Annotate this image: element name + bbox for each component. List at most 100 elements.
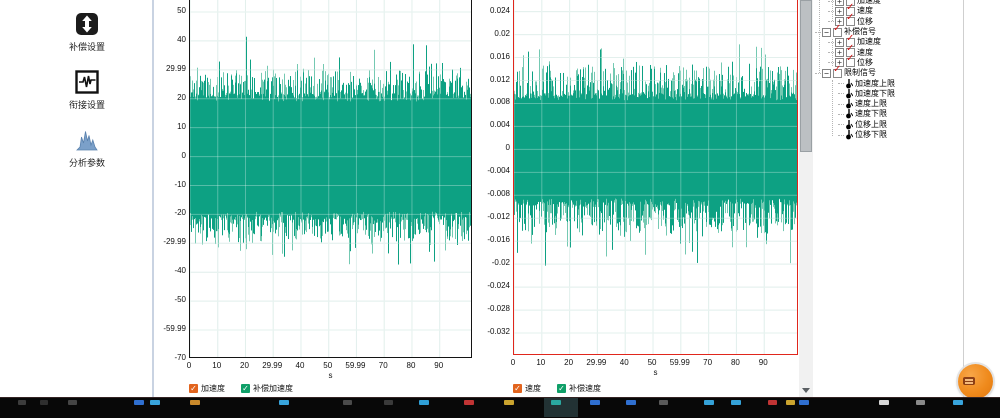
taskbar-app-icon[interactable] [504,400,514,405]
tree-checkbox[interactable]: ✓ [833,64,842,78]
tree-checkbox[interactable]: ✓ [846,44,855,58]
tree-connector [828,0,834,2]
tree-item-速度下限[interactable]: 速度下限 [813,109,963,119]
scrollbar-thumb[interactable] [800,0,812,152]
x-tick-label: 29.99 [586,358,607,367]
taskbar-app-icon[interactable] [799,400,809,405]
tree-item-加速度上限[interactable]: 加速度上限 [813,78,963,88]
tree-connector [828,21,834,23]
tree-checkbox[interactable]: ✓ [846,54,855,68]
acceleration-chart[interactable]: 50 40 29.99 20 10 0 -10 -20 -29.99 -40 -50 -59.99 -7… [154,0,474,397]
y-tick-label: -0.004 [487,166,510,176]
taskbar-app-icon[interactable] [384,400,393,405]
expand-toggle[interactable]: + [835,37,844,47]
legend-checkbox[interactable]: ✓ [557,384,566,393]
floating-assistant-ball[interactable] [958,364,993,399]
legend-label: 补偿速度 [569,384,601,393]
x-tick-label: 10 [212,361,222,370]
panel-separator [152,0,154,397]
tree-connector [828,10,834,12]
tree-item-位移上限[interactable]: 位移上限 [813,119,963,130]
tree-item-速度[interactable]: + ✓ 速度 [813,2,963,16]
linking-settings-button[interactable]: 衔接设置 [52,70,122,111]
x-tick-label: 90 [434,361,444,370]
x-tick-label: 90 [758,358,768,367]
taskbar-app-icon[interactable] [419,400,429,405]
expand-toggle[interactable]: + [835,58,844,68]
tree-item-加速度[interactable]: +✓加速度 [813,0,963,6]
taskbar-app-icon[interactable] [768,400,777,405]
taskbar-app-icon[interactable] [190,400,200,405]
tree-item-label: 位移上限 [855,119,887,129]
probe-icon [846,130,853,140]
tree-checkbox[interactable]: ✓ [833,23,842,37]
tree-connector [828,41,834,43]
tree-item-label: 加速度 [857,0,881,6]
tree-item-加速度[interactable]: +✓加速度 [813,33,963,47]
taskbar-app-icon[interactable] [590,400,600,405]
scrollbar-down-button[interactable] [799,384,813,397]
taskbar-app-icon[interactable] [879,400,889,405]
legend-item: ✓ 补偿速度 [557,383,601,394]
taskbar-app-icon[interactable] [464,400,474,405]
tree-connector [838,83,844,85]
legend-checkbox[interactable]: ✓ [241,384,250,393]
y-tick-label: 29.99 [165,63,186,73]
velocity-chart[interactable]: 0.024 0.02 0.016 0.012 0.008 0.004 0 -0.004 -0.0… [476,0,799,397]
taskbar-app-icon[interactable] [626,400,636,405]
expand-toggle[interactable]: + [835,0,844,6]
taskbar-app-icon[interactable] [731,400,741,405]
tree-checkbox[interactable]: ✓ [846,13,855,27]
taskbar-app-icon[interactable] [18,400,26,405]
y-tick-label: 0.004 [489,120,510,130]
tree-item-label: 补偿信号 [844,27,876,37]
collapse-toggle[interactable]: − [822,27,831,37]
legend-checkbox[interactable]: ✓ [189,384,198,393]
taskbar-app-icon[interactable] [916,400,925,405]
taskbar-app-icon[interactable] [551,400,561,405]
x-tick-label: 29.99 [262,361,283,370]
velocity-plot-area[interactable] [513,0,798,355]
y-tick-label: -70 [174,353,186,362]
tree-item-位移[interactable]: + ✓ 位移 [813,13,963,27]
taskbar-app-icon[interactable] [150,400,160,405]
y-tick-label: 0 [181,150,186,160]
y-tick-label: 0.016 [489,51,510,61]
acceleration-plot-area[interactable] [189,0,472,358]
expand-toggle[interactable]: + [835,17,844,27]
y-tick-label: 0.008 [489,97,510,107]
taskbar-app-icon[interactable] [134,400,144,405]
taskbar-app-icon[interactable] [786,400,795,405]
taskbar-app-icon[interactable] [343,400,352,405]
red-check-icon: ✓ [833,22,842,34]
compensation-settings-button[interactable]: 补偿设置 [52,12,122,53]
tree-item-限制信号[interactable]: − ✓ 限制信号 [813,64,963,78]
tree-item-位移[interactable]: + ✓ 位移 [813,54,963,68]
taskbar-app-icon[interactable] [68,400,77,405]
taskbar-app-icon[interactable] [40,400,48,405]
taskbar[interactable] [0,397,1000,418]
collapse-toggle[interactable]: − [822,68,831,78]
taskbar-active-slot[interactable] [544,398,578,417]
tree-item-速度[interactable]: + ✓ 速度 [813,44,963,58]
taskbar-app-icon[interactable] [704,400,714,405]
legend-checkbox[interactable]: ✓ [513,384,522,393]
tree-item-速度上限[interactable]: 速度上限 [813,99,963,109]
taskbar-app-icon[interactable] [953,400,963,405]
tree-checkbox[interactable]: ✓ [846,0,855,6]
tool-label: 分析参数 [68,158,105,168]
taskbar-app-icon[interactable] [659,400,668,405]
tree-checkbox[interactable]: ✓ [846,2,855,16]
tree-item-加速度下限[interactable]: 加速度下限 [813,88,963,99]
tree-checkbox[interactable]: ✓ [846,33,855,47]
tree-item-label: 速度 [857,6,873,16]
taskbar-app-icon[interactable] [279,400,289,405]
tree-item-补偿信号[interactable]: − ✓ 补偿信号 [813,23,963,37]
tree-item-label: 位移 [857,57,873,67]
vertical-scrollbar[interactable] [799,0,813,397]
red-check-icon: ✓ [846,1,855,13]
analysis-params-button[interactable]: 分析参数 [52,128,122,169]
tree-item-位移下限[interactable]: 位移下限 [813,130,963,140]
expand-toggle[interactable]: + [835,6,844,16]
expand-toggle[interactable]: + [835,48,844,58]
